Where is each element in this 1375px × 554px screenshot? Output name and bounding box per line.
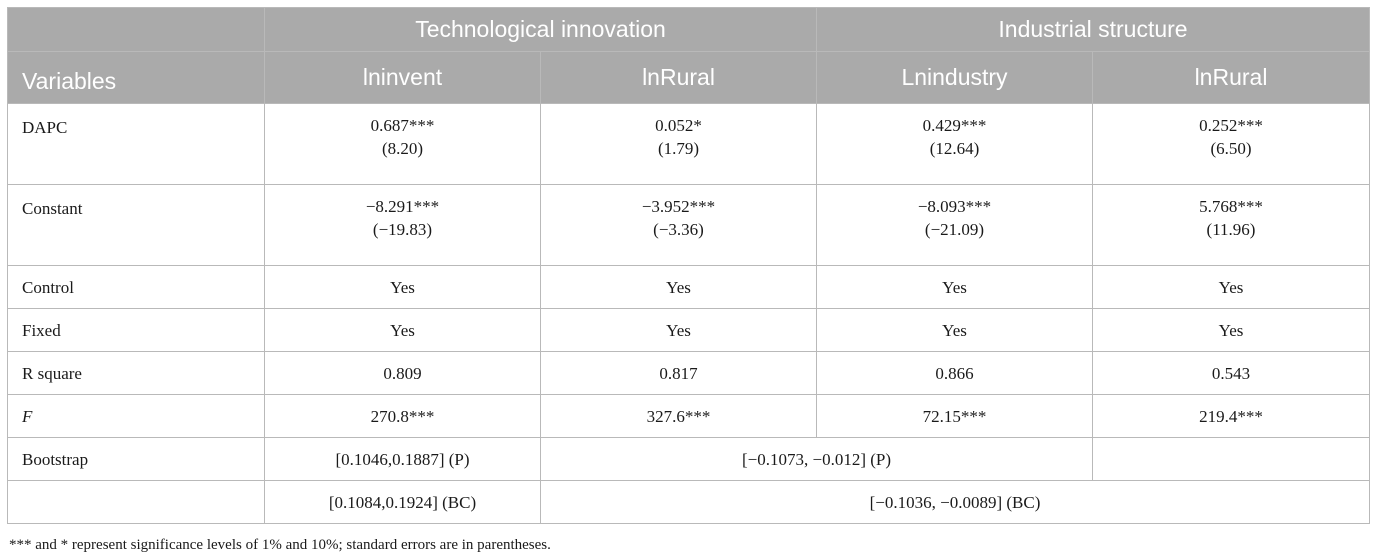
header-col-lnindustry: Lnindustry — [816, 51, 1093, 104]
row-label — [7, 480, 265, 524]
coefficient: 5.768*** — [1199, 197, 1263, 216]
coefficient: −8.291*** — [365, 197, 440, 216]
table-row-f: F 270.8*** 327.6*** 72.15*** 219.4*** — [7, 394, 1371, 438]
header-col-lnrural-2: lnRural — [1091, 51, 1371, 104]
table-row-dapc: DAPC 0.687*** (8.20) 0.052* (1.79) 0.429**… — [7, 103, 1371, 185]
coefficient: −8.093*** — [917, 197, 992, 216]
standard-error: (−19.83) — [372, 220, 433, 239]
regression-results-table: Technological innovation Industrial stru… — [7, 7, 1371, 524]
table-row-control: Control Yes Yes Yes Yes — [7, 265, 1371, 309]
coefficient: −3.952*** — [641, 197, 716, 216]
table-cell: 0.252*** (6.50) — [1091, 103, 1371, 185]
table-cell-merged: [−0.1036, −0.0089] (BC) — [539, 480, 1371, 524]
table-cell: −8.093*** (−21.09) — [816, 184, 1093, 266]
table-cell: 0.809 — [264, 351, 541, 395]
table-cell: Yes — [816, 265, 1093, 309]
coefficient: 0.052* — [655, 116, 702, 135]
row-label: R square — [7, 351, 265, 395]
results-table-container: Technological innovation Industrial stru… — [7, 7, 1371, 554]
standard-error: (8.20) — [381, 139, 424, 158]
header-group-industrial-structure: Industrial structure — [815, 7, 1371, 52]
table-cell: 0.052* (1.79) — [540, 103, 817, 185]
table-cell: Yes — [264, 265, 541, 309]
table-cell: 72.15*** — [816, 394, 1093, 438]
row-label: Fixed — [7, 308, 265, 352]
table-cell: Yes — [540, 308, 817, 352]
table-cell: Yes — [264, 308, 541, 352]
standard-error: (1.79) — [657, 139, 700, 158]
standard-error: (12.64) — [929, 139, 980, 158]
standard-error: (−21.09) — [924, 220, 985, 239]
table-cell: [0.1084,0.1924] (BC) — [264, 480, 541, 524]
table-row-rsquare: R square 0.809 0.817 0.866 0.543 — [7, 351, 1371, 395]
coefficient: 0.429*** — [922, 116, 987, 135]
header-empty-cell — [7, 7, 265, 52]
table-cell: Yes — [1091, 265, 1371, 309]
header-variables: Variables — [7, 51, 265, 104]
table-cell: 219.4*** — [1091, 394, 1371, 438]
standard-error: (−3.36) — [653, 220, 704, 239]
row-label: Control — [7, 265, 265, 309]
table-cell: Yes — [540, 265, 817, 309]
table-cell: 0.687*** (8.20) — [264, 103, 541, 185]
header-group-technological-innovation: Technological innovation — [264, 7, 817, 52]
coefficient: 0.687*** — [370, 116, 435, 135]
table-cell: −3.952*** (−3.36) — [540, 184, 817, 266]
table-cell-empty — [1091, 437, 1371, 481]
row-label: Constant — [7, 184, 265, 266]
header-col-lnrural-1: lnRural — [540, 51, 817, 104]
row-label: DAPC — [7, 103, 265, 185]
header-group-row: Technological innovation Industrial stru… — [7, 7, 1371, 52]
table-cell: Yes — [816, 308, 1093, 352]
header-column-row: Variables lninvent lnRural Lnindustry ln… — [7, 51, 1371, 104]
standard-error: (6.50) — [1210, 139, 1252, 158]
table-cell: 0.817 — [540, 351, 817, 395]
row-label: F — [7, 394, 265, 438]
row-label: Bootstrap — [7, 437, 265, 481]
table-cell: 0.866 — [816, 351, 1093, 395]
table-footnote: *** and * represent significance levels … — [9, 537, 551, 553]
header-col-lninvent: lninvent — [264, 51, 541, 104]
table-cell: 0.543 — [1091, 351, 1371, 395]
table-row-constant: Constant −8.291*** (−19.83) −3.952*** (−3.… — [7, 184, 1371, 266]
table-row-bootstrap-bc: [0.1084,0.1924] (BC) [−0.1036, −0.0089] … — [7, 480, 1371, 524]
table-cell: [0.1046,0.1887] (P) — [264, 437, 541, 481]
table-cell: −8.291*** (−19.83) — [264, 184, 541, 266]
table-row-bootstrap-p: Bootstrap [0.1046,0.1887] (P) [−0.1073, … — [7, 437, 1371, 481]
table-cell-merged: [−0.1073, −0.012] (P) — [540, 437, 1093, 481]
table-cell: 327.6*** — [540, 394, 817, 438]
table-cell: 270.8*** — [264, 394, 541, 438]
table-row-fixed: Fixed Yes Yes Yes Yes — [7, 308, 1371, 352]
table-cell: 0.429*** (12.64) — [816, 103, 1093, 185]
standard-error: (11.96) — [1206, 220, 1256, 239]
coefficient: 0.252*** — [1199, 116, 1263, 135]
table-cell: 5.768*** (11.96) — [1091, 184, 1371, 266]
table-cell: Yes — [1091, 308, 1371, 352]
